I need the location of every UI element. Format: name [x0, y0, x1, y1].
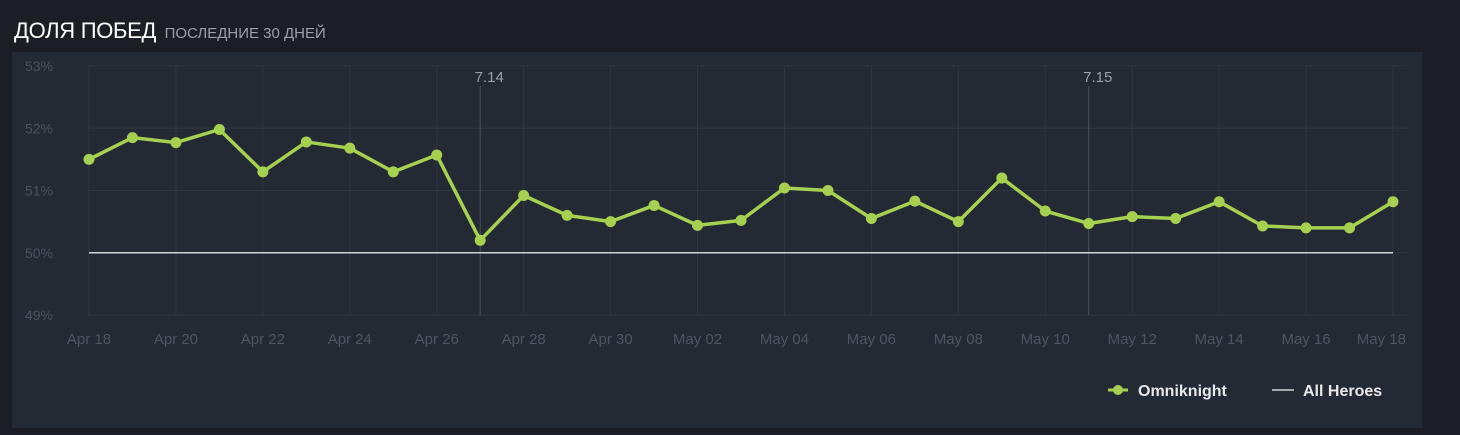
- x-tick-label: Apr 20: [154, 331, 198, 348]
- data-point[interactable]: [952, 216, 964, 228]
- y-tick-label: 53%: [25, 58, 53, 74]
- x-tick-label: May 12: [1108, 331, 1157, 348]
- x-tick-label: May 18: [1357, 331, 1406, 348]
- data-point[interactable]: [648, 199, 660, 211]
- data-point[interactable]: [996, 172, 1008, 184]
- data-point[interactable]: [1126, 211, 1138, 223]
- chart-panel: [12, 52, 1422, 428]
- x-tick-label: May 10: [1021, 331, 1070, 348]
- patch-markers: 7.14 7.15: [475, 69, 1112, 315]
- data-point[interactable]: [387, 166, 399, 178]
- data-point[interactable]: [1213, 196, 1225, 208]
- x-tick-label: May 02: [673, 331, 722, 348]
- chart-title: ДОЛЯ ПОБЕД: [14, 18, 157, 43]
- legend: Omniknight All Heroes: [1108, 383, 1382, 400]
- x-tick-label: Apr 24: [328, 331, 372, 348]
- x-tick-label: May 16: [1281, 331, 1330, 348]
- data-point[interactable]: [1344, 222, 1356, 234]
- data-point[interactable]: [865, 213, 877, 225]
- data-point[interactable]: [431, 149, 443, 161]
- data-point[interactable]: [126, 132, 138, 144]
- x-tick-label: May 04: [760, 331, 809, 348]
- data-point[interactable]: [1387, 196, 1399, 208]
- y-tick-label: 50%: [25, 245, 53, 261]
- data-point[interactable]: [344, 142, 356, 154]
- y-tick-label: 51%: [25, 183, 53, 199]
- data-point[interactable]: [213, 123, 225, 135]
- data-point[interactable]: [605, 216, 617, 228]
- chart-header: ДОЛЯ ПОБЕД ПОСЛЕДНИЕ 30 ДНЕЙ: [14, 18, 326, 44]
- x-tick-label: Apr 30: [588, 331, 632, 348]
- legend-marker-omniknight[interactable]: [1113, 385, 1123, 395]
- data-point[interactable]: [83, 153, 95, 165]
- data-point[interactable]: [257, 166, 269, 178]
- x-tick-label: Apr 22: [241, 331, 285, 348]
- data-point[interactable]: [822, 185, 834, 196]
- data-point[interactable]: [1083, 217, 1095, 229]
- data-point[interactable]: [692, 219, 704, 231]
- data-point[interactable]: [735, 214, 747, 226]
- data-point[interactable]: [561, 209, 573, 221]
- data-point[interactable]: [1039, 205, 1051, 217]
- y-tick-label: 52%: [25, 120, 53, 136]
- patch-label: 7.15: [1083, 69, 1112, 86]
- x-tick-label: May 06: [847, 331, 896, 348]
- y-tick-label: 49%: [25, 307, 53, 323]
- data-point[interactable]: [474, 234, 486, 246]
- data-point[interactable]: [170, 137, 182, 149]
- x-tick-label: May 14: [1195, 331, 1244, 348]
- data-point[interactable]: [778, 182, 790, 194]
- patch-label: 7.14: [475, 69, 504, 86]
- x-tick-label: Apr 18: [67, 331, 111, 348]
- legend-label-omniknight[interactable]: Omniknight: [1138, 383, 1228, 400]
- data-point[interactable]: [1170, 213, 1182, 225]
- x-axis: Apr 18 Apr 20 Apr 22 Apr 24 Apr 26 Apr 28 Apr …: [67, 331, 1406, 348]
- data-point[interactable]: [300, 136, 312, 148]
- y-axis: 49% 50% 51% 52% 53%: [25, 58, 53, 323]
- data-point[interactable]: [518, 189, 530, 201]
- x-tick-label: May 08: [934, 331, 983, 348]
- data-point[interactable]: [1300, 222, 1312, 234]
- data-point[interactable]: [909, 195, 921, 207]
- x-tick-label: Apr 28: [502, 331, 546, 348]
- grid: [87, 65, 1408, 316]
- series-layer: [83, 123, 1399, 254]
- chart-subtitle: ПОСЛЕДНИЕ 30 ДНЕЙ: [164, 25, 326, 42]
- legend-label-all-heroes[interactable]: All Heroes: [1303, 383, 1382, 400]
- x-tick-label: Apr 26: [415, 331, 459, 348]
- data-point[interactable]: [1257, 220, 1269, 232]
